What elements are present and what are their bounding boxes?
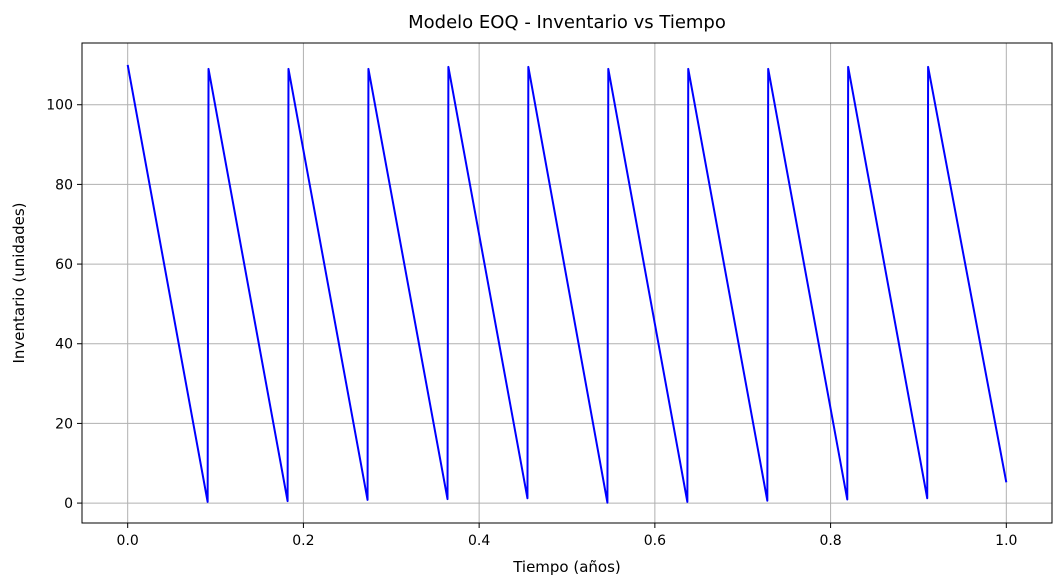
inventory-series-line (126, 64, 1008, 504)
x-tick-label: 0.0 (117, 533, 139, 549)
y-tick-label: 80 (55, 177, 73, 193)
y-tick-label: 0 (64, 496, 73, 512)
y-tick-label: 40 (55, 337, 73, 353)
grid (82, 43, 1052, 523)
plot-frame (81, 42, 1053, 524)
y-axis-label: Inventario (unidades) (10, 202, 28, 363)
x-tick-label: 0.4 (468, 533, 490, 549)
series-layer (126, 64, 1008, 504)
chart-title: Modelo EOQ - Inventario vs Tiempo (408, 12, 726, 33)
y-tick-label: 100 (46, 98, 73, 114)
x-tick-label: 0.2 (292, 533, 314, 549)
y-tick-label: 20 (55, 416, 73, 432)
ticks: 0.0 0.2 0.4 0.6 0.8 1.0 0 20 40 60 80 100 (46, 98, 1017, 549)
x-axis-label: Tiempo (años) (512, 558, 621, 576)
x-tick-label: 0.6 (644, 533, 666, 549)
x-tick-label: 0.8 (819, 533, 841, 549)
x-tick-label: 1.0 (995, 533, 1017, 549)
y-tick-label: 60 (55, 257, 73, 273)
